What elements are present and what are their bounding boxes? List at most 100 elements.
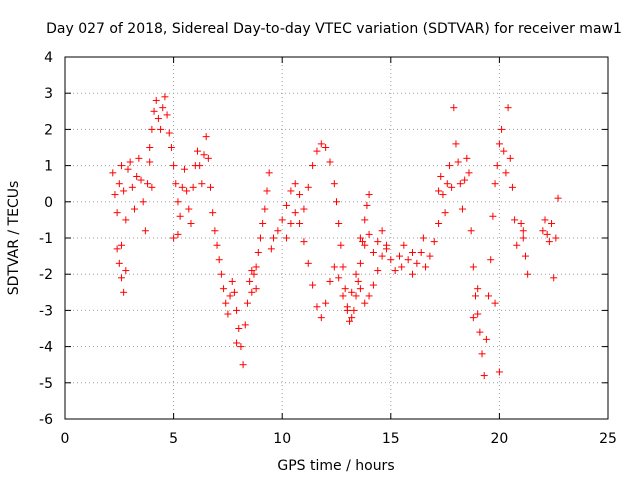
data-point: [474, 310, 482, 318]
data-point: [458, 205, 466, 213]
y-tick-label: -4: [39, 340, 53, 356]
data-point: [172, 180, 180, 188]
grid: [65, 57, 608, 419]
data-point: [137, 176, 145, 184]
data-point: [296, 191, 304, 199]
data-point: [398, 263, 406, 271]
data-point: [300, 205, 308, 213]
data-point: [374, 267, 382, 275]
data-point: [489, 212, 497, 220]
data-point: [454, 158, 462, 166]
data-point: [350, 306, 358, 314]
data-point: [426, 252, 434, 260]
data-point: [478, 350, 486, 358]
data-point: [391, 267, 399, 275]
y-tick-label: 1: [44, 159, 53, 175]
data-point: [178, 183, 186, 191]
data-point: [224, 310, 232, 318]
data-point: [122, 267, 130, 275]
data-point: [369, 248, 377, 256]
data-point: [409, 248, 417, 256]
data-point: [135, 154, 143, 162]
data-point: [472, 292, 480, 300]
data-point: [356, 285, 364, 293]
data-point: [382, 245, 390, 253]
data-point: [317, 140, 325, 148]
data-points: [109, 93, 562, 380]
data-point: [254, 248, 262, 256]
data-point: [239, 361, 247, 369]
data-point: [180, 165, 188, 173]
data-point: [283, 201, 291, 209]
data-point: [165, 129, 173, 137]
data-point: [322, 299, 330, 307]
data-point: [174, 230, 182, 238]
data-point: [233, 306, 241, 314]
data-point: [361, 216, 369, 224]
data-point: [157, 125, 165, 133]
data-point: [378, 252, 386, 260]
data-point: [233, 339, 241, 347]
data-point: [365, 292, 373, 300]
data-point: [148, 183, 156, 191]
data-point: [502, 169, 510, 177]
data-point: [404, 256, 412, 264]
data-point: [241, 321, 249, 329]
data-point: [141, 227, 149, 235]
data-point: [430, 238, 438, 246]
data-point: [346, 317, 354, 325]
data-point: [361, 299, 369, 307]
data-point: [217, 270, 225, 278]
data-point: [128, 183, 136, 191]
data-point: [291, 180, 299, 188]
data-point: [363, 201, 371, 209]
chart-title: Day 027 of 2018, Sidereal Day-to-day VTE…: [46, 21, 622, 37]
data-point: [202, 133, 210, 141]
data-point: [287, 220, 295, 228]
data-point: [437, 172, 445, 180]
data-point: [469, 263, 477, 271]
data-point: [226, 292, 234, 300]
data-point: [174, 198, 182, 206]
data-point: [498, 125, 506, 133]
x-tick-label: 15: [382, 431, 400, 447]
data-point: [495, 140, 503, 148]
data-point: [198, 180, 206, 188]
data-point: [170, 162, 178, 170]
data-point: [445, 162, 453, 170]
data-point: [519, 234, 527, 242]
data-point: [521, 252, 529, 260]
data-point: [474, 285, 482, 293]
data-point: [317, 314, 325, 322]
data-point: [263, 187, 271, 195]
data-point: [163, 111, 171, 119]
data-point: [109, 169, 117, 177]
y-tick-label: 3: [44, 86, 53, 102]
data-point: [467, 227, 475, 235]
x-tick-labels: 0 5 10 15 20 25: [61, 431, 617, 447]
x-tick-label: 25: [599, 431, 617, 447]
data-point: [124, 165, 132, 173]
data-point: [508, 183, 516, 191]
x-tick-label: 5: [169, 431, 178, 447]
data-point: [248, 288, 256, 296]
data-point: [278, 216, 286, 224]
data-point: [326, 158, 334, 166]
data-point: [139, 198, 147, 206]
data-point: [400, 241, 408, 249]
data-point: [409, 270, 417, 278]
data-point: [117, 162, 125, 170]
data-point: [152, 96, 160, 104]
data-point: [159, 104, 167, 112]
data-point: [352, 270, 360, 278]
data-point: [365, 191, 373, 199]
data-point: [207, 183, 215, 191]
y-tick-label: -2: [39, 267, 53, 283]
y-tick-label: -6: [39, 412, 53, 428]
data-point: [235, 325, 243, 332]
data-point: [500, 147, 508, 155]
x-tick-label: 20: [490, 431, 508, 447]
data-point: [452, 140, 460, 148]
data-point: [348, 288, 356, 296]
data-point: [417, 248, 425, 256]
